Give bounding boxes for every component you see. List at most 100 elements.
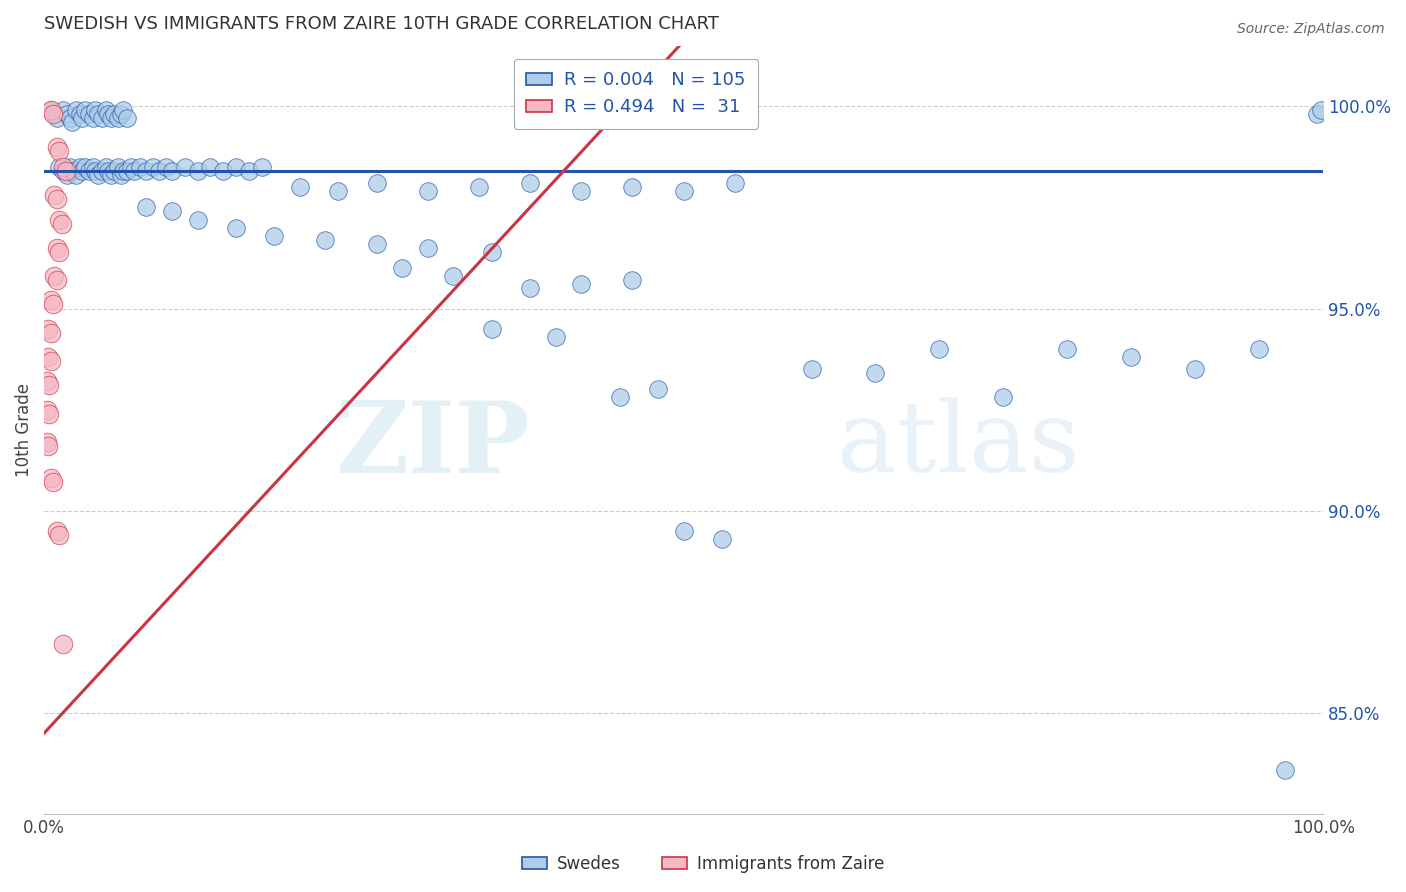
- Point: [72, 164, 94, 178]
- Point: [37, 322, 59, 336]
- Point: [993, 391, 1015, 405]
- Point: [187, 164, 209, 178]
- Point: [328, 184, 350, 198]
- Point: [45, 524, 67, 538]
- Point: [569, 184, 592, 198]
- Point: [122, 164, 145, 178]
- Point: [187, 212, 209, 227]
- Point: [45, 112, 67, 126]
- Point: [42, 297, 65, 311]
- Point: [39, 326, 62, 340]
- Point: [1274, 763, 1296, 777]
- Point: [544, 330, 567, 344]
- Point: [107, 160, 129, 174]
- Point: [569, 277, 592, 292]
- Point: [51, 217, 73, 231]
- Point: [59, 112, 82, 126]
- Point: [100, 112, 122, 126]
- Point: [48, 144, 70, 158]
- Point: [72, 112, 94, 126]
- Y-axis label: 10th Grade: 10th Grade: [15, 383, 32, 477]
- Point: [56, 168, 79, 182]
- Point: [52, 103, 75, 118]
- Point: [1184, 362, 1206, 376]
- Point: [1306, 107, 1329, 121]
- Point: [82, 160, 104, 174]
- Point: [39, 103, 62, 118]
- Point: [672, 524, 695, 538]
- Point: [173, 160, 195, 174]
- Point: [56, 107, 79, 121]
- Point: [160, 204, 183, 219]
- Point: [48, 212, 70, 227]
- Point: [117, 164, 139, 178]
- Point: [609, 391, 631, 405]
- Point: [44, 188, 66, 202]
- Point: [250, 160, 273, 174]
- Point: [711, 532, 734, 546]
- Point: [65, 168, 87, 182]
- Point: [48, 528, 70, 542]
- Point: [519, 176, 541, 190]
- Point: [1056, 342, 1078, 356]
- Point: [416, 184, 439, 198]
- Point: [135, 201, 157, 215]
- Point: [481, 322, 503, 336]
- Point: [110, 107, 132, 121]
- Point: [82, 112, 104, 126]
- Point: [45, 192, 67, 206]
- Point: [148, 164, 170, 178]
- Point: [225, 160, 247, 174]
- Point: [800, 362, 823, 376]
- Point: [48, 244, 70, 259]
- Point: [366, 176, 388, 190]
- Point: [90, 112, 112, 126]
- Point: [135, 164, 157, 178]
- Text: atlas: atlas: [837, 397, 1080, 493]
- Point: [39, 354, 62, 368]
- Point: [160, 164, 183, 178]
- Point: [672, 184, 695, 198]
- Point: [48, 160, 70, 174]
- Point: [1121, 350, 1143, 364]
- Point: [519, 281, 541, 295]
- Point: [42, 107, 65, 121]
- Point: [724, 176, 747, 190]
- Point: [37, 350, 59, 364]
- Point: [647, 383, 669, 397]
- Point: [60, 164, 83, 178]
- Point: [107, 112, 129, 126]
- Legend: R = 0.004   N = 105, R = 0.494   N =  31: R = 0.004 N = 105, R = 0.494 N = 31: [513, 59, 758, 128]
- Point: [100, 168, 122, 182]
- Point: [94, 160, 117, 174]
- Point: [928, 342, 950, 356]
- Point: [97, 164, 120, 178]
- Point: [44, 269, 66, 284]
- Point: [129, 160, 152, 174]
- Point: [45, 273, 67, 287]
- Text: SWEDISH VS IMMIGRANTS FROM ZAIRE 10TH GRADE CORRELATION CHART: SWEDISH VS IMMIGRANTS FROM ZAIRE 10TH GR…: [44, 15, 718, 33]
- Point: [45, 241, 67, 255]
- Point: [84, 103, 107, 118]
- Point: [120, 160, 142, 174]
- Point: [142, 160, 165, 174]
- Point: [416, 241, 439, 255]
- Point: [103, 164, 125, 178]
- Point: [65, 103, 87, 118]
- Point: [45, 140, 67, 154]
- Point: [35, 434, 58, 449]
- Point: [39, 293, 62, 308]
- Point: [39, 103, 62, 118]
- Point: [42, 475, 65, 490]
- Point: [621, 180, 644, 194]
- Point: [112, 103, 135, 118]
- Point: [865, 366, 887, 380]
- Point: [200, 160, 222, 174]
- Point: [103, 107, 125, 121]
- Point: [94, 103, 117, 118]
- Point: [52, 160, 75, 174]
- Text: ZIP: ZIP: [335, 397, 530, 493]
- Legend: Swedes, Immigrants from Zaire: Swedes, Immigrants from Zaire: [515, 848, 891, 880]
- Point: [69, 160, 91, 174]
- Point: [44, 107, 66, 121]
